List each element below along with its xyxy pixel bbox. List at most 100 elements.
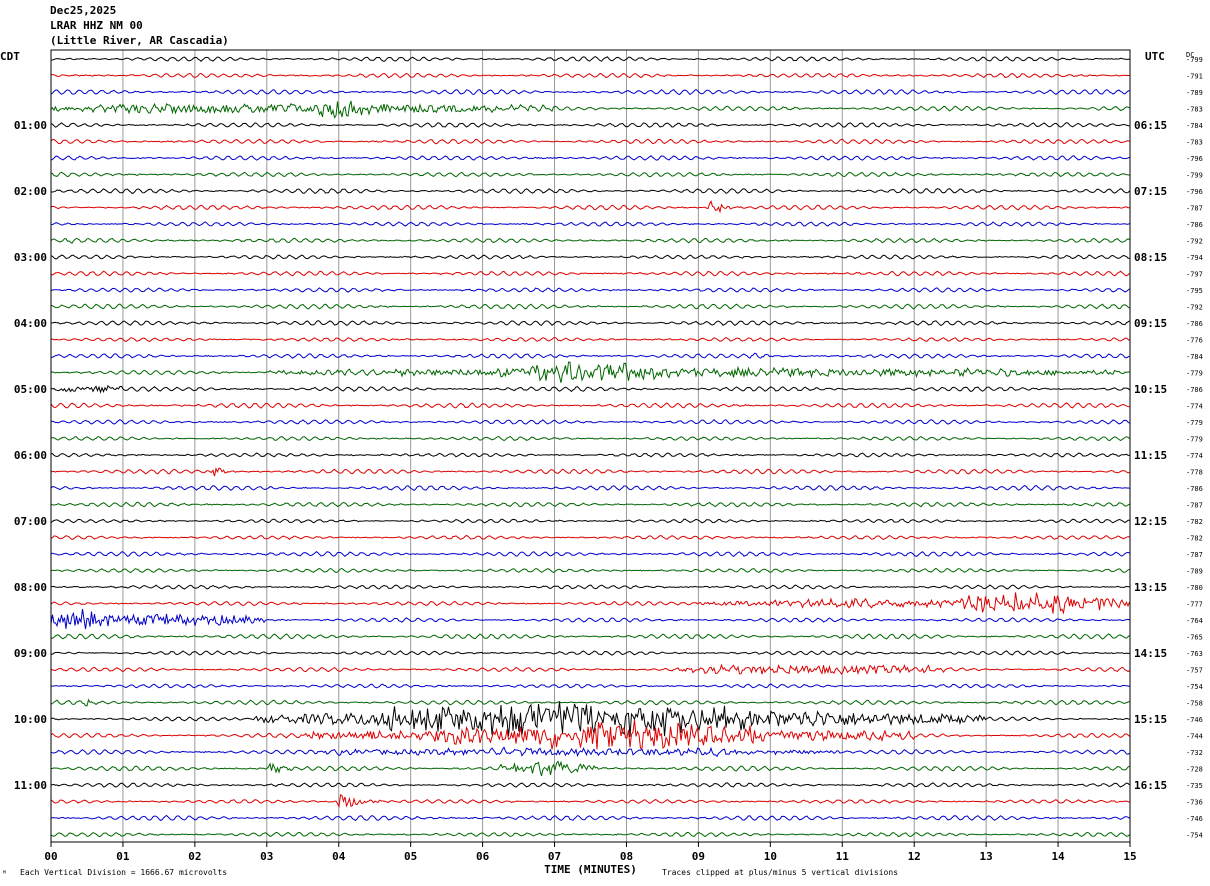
dc-offset-label: -782 [1186, 535, 1203, 543]
trace-row-22 [50, 419, 1130, 425]
x-tick-label: 09 [692, 850, 705, 863]
minute-gridlines [122, 50, 1059, 842]
right-axis-label: UTC [1145, 50, 1165, 63]
trace-row-29 [50, 534, 1130, 541]
trace-row-36 [50, 650, 1130, 656]
dc-offset-label: -778 [1186, 469, 1203, 477]
utc-time-label: 16:15 [1134, 779, 1167, 792]
dc-offset-label: -783 [1186, 106, 1203, 114]
x-tick-label: 07 [548, 850, 561, 863]
x-tick-label: 00 [44, 850, 57, 863]
trace-row-12 [50, 254, 1130, 260]
utc-time-label: 15:15 [1134, 713, 1167, 726]
x-tick-label: 03 [260, 850, 273, 863]
trace-row-43 [51, 760, 1130, 777]
trace-row-30 [50, 551, 1130, 558]
trace-row-32 [50, 584, 1130, 590]
trace-row-46 [50, 814, 1130, 822]
cdt-time-label: 04:00 [14, 317, 47, 330]
trace-row-28 [50, 518, 1130, 524]
dc-offset-label: -777 [1186, 601, 1203, 609]
trace-row-17 [50, 337, 1130, 342]
trace-row-16 [50, 320, 1130, 327]
trace-row-7 [50, 171, 1130, 178]
trace-row-33 [50, 592, 1130, 615]
x-tick-label: 06 [476, 850, 490, 863]
x-tick-label: 04 [332, 850, 346, 863]
cdt-time-label: 06:00 [14, 449, 47, 462]
trace-row-0 [50, 56, 1130, 62]
dc-offset-label: -797 [1186, 271, 1203, 279]
x-tick-label: 10 [764, 850, 777, 863]
dc-offset-label: -732 [1186, 749, 1203, 757]
trace-row-34 [50, 608, 1130, 630]
trace-row-18 [50, 352, 1130, 359]
dc-offset-label: -754 [1186, 683, 1203, 691]
cdt-time-label: 03:00 [14, 251, 47, 264]
trace-row-40 [50, 701, 1130, 737]
dc-offset-label: -786 [1186, 386, 1203, 394]
utc-time-label: 07:15 [1134, 185, 1167, 198]
x-axis-title: TIME (MINUTES) [544, 863, 637, 876]
trace-row-14 [50, 287, 1130, 293]
dc-offset-label: -736 [1186, 799, 1203, 807]
x-tick-label: 15 [1123, 850, 1136, 863]
dc-offset-label: -789 [1186, 89, 1203, 97]
trace-row-39 [50, 698, 1130, 707]
dc-offset-label: -786 [1186, 221, 1203, 229]
dc-offset-label: -795 [1186, 287, 1203, 295]
dc-offset-label: -792 [1186, 238, 1203, 246]
trace-row-11 [50, 237, 1130, 244]
dc-offset-label: -774 [1186, 403, 1203, 411]
utc-time-label: 08:15 [1134, 251, 1167, 264]
dc-offset-label: -787 [1186, 205, 1203, 213]
trace-row-2 [50, 88, 1130, 96]
station-id: LRAR HHZ NM 00 [50, 19, 143, 32]
dc-offset-label: -782 [1186, 518, 1203, 526]
trace-row-15 [50, 303, 1130, 310]
dc-offset-label: -735 [1186, 782, 1203, 790]
trace-row-24 [50, 452, 1130, 458]
x-tick-label: 05 [404, 850, 417, 863]
dc-offset-label: -799 [1186, 56, 1203, 64]
dc-offset-label: -791 [1186, 73, 1203, 81]
dc-offset-label: -786 [1186, 320, 1203, 328]
dc-offset-label: -796 [1186, 188, 1203, 196]
dc-offset-label: -799 [1186, 172, 1203, 180]
dc-offset-label: -786 [1186, 485, 1203, 493]
dc-offset-label: -757 [1186, 667, 1203, 675]
x-tick-label: 12 [908, 850, 921, 863]
dc-offset-label: -796 [1186, 155, 1203, 163]
left-axis-label: CDT [0, 50, 20, 63]
dc-offset-label: -765 [1186, 634, 1203, 642]
utc-time-label: 11:15 [1134, 449, 1167, 462]
plot-date: Dec25,2025 [50, 4, 117, 17]
dc-offset-label: -794 [1186, 254, 1203, 262]
dc-offset-label: -774 [1186, 452, 1203, 460]
dc-offset-label: -763 [1186, 650, 1203, 658]
dc-offset-label: -746 [1186, 815, 1203, 823]
trace-row-19 [50, 361, 1130, 383]
x-tick-label: 13 [980, 850, 993, 863]
cdt-time-label: 10:00 [14, 713, 47, 726]
cdt-time-label: 05:00 [14, 383, 47, 396]
trace-row-42 [50, 746, 1130, 758]
trace-row-25 [50, 467, 1130, 477]
trace-row-38 [50, 683, 1130, 689]
logo-mark: ᴹ [2, 869, 7, 878]
axis-labels: 00 01 02 03 04 05 06 07 08 09 10 11 12 13 14 15 TIME (MI… [0, 50, 1203, 876]
trace-row-20 [50, 384, 1130, 394]
utc-time-label: 06:15 [1134, 119, 1167, 132]
trace-row-35 [50, 633, 1130, 640]
station-location: (Little River, AR Cascadia) [50, 34, 229, 47]
trace-row-10 [50, 221, 1130, 227]
dc-offset-label: -792 [1186, 304, 1203, 312]
dc-offset-label: -764 [1186, 617, 1203, 625]
cdt-time-label: 09:00 [14, 647, 47, 660]
cdt-time-label: 02:00 [14, 185, 47, 198]
dc-offset-label: -787 [1186, 551, 1203, 559]
dc-offset-label: -784 [1186, 122, 1203, 130]
dc-label: DC [1186, 51, 1194, 59]
dc-offset-label: -784 [1186, 353, 1203, 361]
trace-row-47 [50, 831, 1130, 838]
